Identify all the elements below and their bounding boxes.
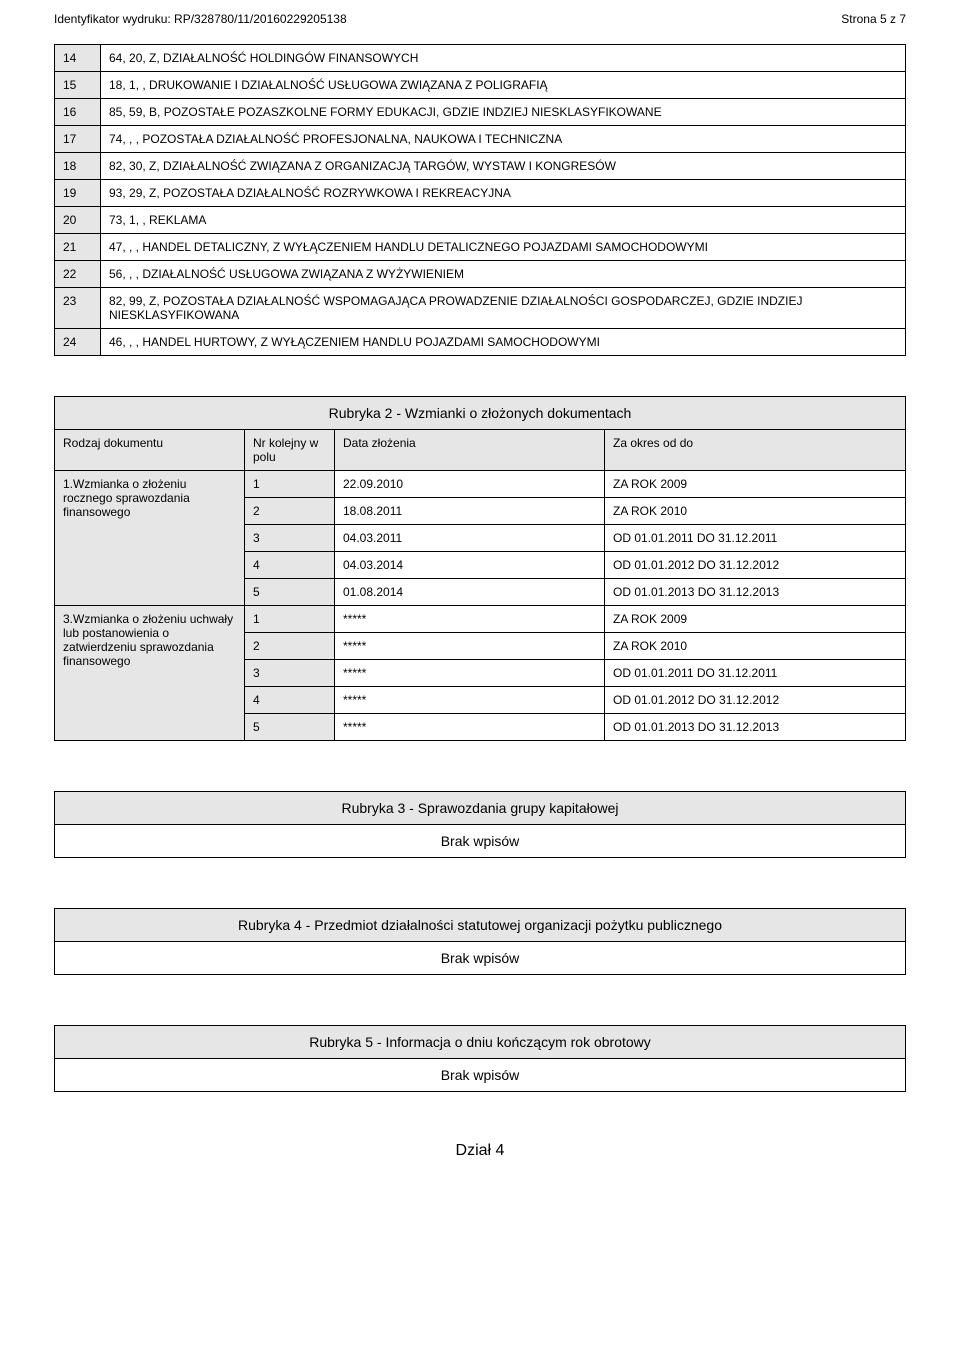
rubryka5-body: Brak wpisów <box>55 1059 905 1091</box>
document-type: 3.Wzmianka o złożeniu uchwały lub postan… <box>55 606 245 741</box>
rubryka3-box: Rubryka 3 - Sprawozdania grupy kapitałow… <box>54 791 906 858</box>
rubryka3-body: Brak wpisów <box>55 825 905 857</box>
table-row: 1685, 59, B, POZOSTAŁE POZASZKOLNE FORMY… <box>55 99 906 126</box>
activity-text: 46, , , HANDEL HURTOWY, Z WYŁĄCZENIEM HA… <box>101 329 906 356</box>
row-num: 5 <box>245 579 335 606</box>
row-date: ***** <box>335 714 605 741</box>
row-date: ***** <box>335 687 605 714</box>
row-period: OD 01.01.2011 DO 31.12.2011 <box>605 525 906 552</box>
row-period: OD 01.01.2012 DO 31.12.2012 <box>605 552 906 579</box>
activity-text: 18, 1, , DRUKOWANIE I DZIAŁALNOŚĆ USŁUGO… <box>101 72 906 99</box>
activity-num: 22 <box>55 261 101 288</box>
table-row: 1882, 30, Z, DZIAŁALNOŚĆ ZWIĄZANA Z ORGA… <box>55 153 906 180</box>
activity-text: 85, 59, B, POZOSTAŁE POZASZKOLNE FORMY E… <box>101 99 906 126</box>
activity-num: 21 <box>55 234 101 261</box>
row-num: 2 <box>245 498 335 525</box>
row-period: OD 01.01.2011 DO 31.12.2011 <box>605 660 906 687</box>
document-type: 1.Wzmianka o złożeniu rocznego sprawozda… <box>55 471 245 606</box>
rubryka2-header-type: Rodzaj dokumentu <box>55 430 245 471</box>
row-date: ***** <box>335 660 605 687</box>
row-num: 5 <box>245 714 335 741</box>
rubryka4-body: Brak wpisów <box>55 942 905 974</box>
table-row: 1.Wzmianka o złożeniu rocznego sprawozda… <box>55 471 906 498</box>
activity-num: 16 <box>55 99 101 126</box>
page-header: Identyfikator wydruku: RP/328780/11/2016… <box>54 12 906 26</box>
activity-text: 93, 29, Z, POZOSTAŁA DZIAŁALNOŚĆ ROZRYWK… <box>101 180 906 207</box>
rubryka5-title: Rubryka 5 - Informacja o dniu kończącym … <box>55 1026 905 1059</box>
row-date: 04.03.2014 <box>335 552 605 579</box>
row-date: ***** <box>335 606 605 633</box>
row-num: 1 <box>245 471 335 498</box>
table-row: 1464, 20, Z, DZIAŁALNOŚĆ HOLDINGÓW FINAN… <box>55 45 906 72</box>
row-num: 3 <box>245 660 335 687</box>
table-row: 2147, , , HANDEL DETALICZNY, Z WYŁĄCZENI… <box>55 234 906 261</box>
rubryka2-header-period: Za okres od do <box>605 430 906 471</box>
page-number: Strona 5 z 7 <box>841 12 906 26</box>
row-period: ZA ROK 2010 <box>605 633 906 660</box>
rubryka4-box: Rubryka 4 - Przedmiot działalności statu… <box>54 908 906 975</box>
rubryka2-header-date: Data złożenia <box>335 430 605 471</box>
row-date: 04.03.2011 <box>335 525 605 552</box>
activity-text: 73, 1, , REKLAMA <box>101 207 906 234</box>
table-row: 2256, , , DZIAŁALNOŚĆ USŁUGOWA ZWIĄZANA … <box>55 261 906 288</box>
activity-num: 18 <box>55 153 101 180</box>
activity-num: 23 <box>55 288 101 329</box>
activity-text: 82, 30, Z, DZIAŁALNOŚĆ ZWIĄZANA Z ORGANI… <box>101 153 906 180</box>
rubryka2-title: Rubryka 2 - Wzmianki o złożonych dokumen… <box>55 397 906 430</box>
table-row: 2382, 99, Z, POZOSTAŁA DZIAŁALNOŚĆ WSPOM… <box>55 288 906 329</box>
table-row: 2446, , , HANDEL HURTOWY, Z WYŁĄCZENIEM … <box>55 329 906 356</box>
dzial4-heading: Dział 4 <box>54 1142 906 1160</box>
table-row: 2073, 1, , REKLAMA <box>55 207 906 234</box>
activity-num: 14 <box>55 45 101 72</box>
table-row: 1774, , , POZOSTAŁA DZIAŁALNOŚĆ PROFESJO… <box>55 126 906 153</box>
activity-num: 17 <box>55 126 101 153</box>
row-num: 4 <box>245 687 335 714</box>
table-row: 1993, 29, Z, POZOSTAŁA DZIAŁALNOŚĆ ROZRY… <box>55 180 906 207</box>
row-date: 18.08.2011 <box>335 498 605 525</box>
activity-text: 64, 20, Z, DZIAŁALNOŚĆ HOLDINGÓW FINANSO… <box>101 45 906 72</box>
row-period: ZA ROK 2009 <box>605 606 906 633</box>
row-date: ***** <box>335 633 605 660</box>
activity-text: 82, 99, Z, POZOSTAŁA DZIAŁALNOŚĆ WSPOMAG… <box>101 288 906 329</box>
row-num: 4 <box>245 552 335 579</box>
rubryka2-header-num: Nr kolejny w polu <box>245 430 335 471</box>
row-period: ZA ROK 2009 <box>605 471 906 498</box>
activity-num: 15 <box>55 72 101 99</box>
row-period: OD 01.01.2013 DO 31.12.2013 <box>605 579 906 606</box>
row-date: 22.09.2010 <box>335 471 605 498</box>
rubryka2-table: Rubryka 2 - Wzmianki o złożonych dokumen… <box>54 396 906 741</box>
row-period: ZA ROK 2010 <box>605 498 906 525</box>
activity-num: 20 <box>55 207 101 234</box>
activity-num: 24 <box>55 329 101 356</box>
rubryka5-box: Rubryka 5 - Informacja o dniu kończącym … <box>54 1025 906 1092</box>
row-date: 01.08.2014 <box>335 579 605 606</box>
activity-num: 19 <box>55 180 101 207</box>
activity-text: 74, , , POZOSTAŁA DZIAŁALNOŚĆ PROFESJONA… <box>101 126 906 153</box>
activities-table: 1464, 20, Z, DZIAŁALNOŚĆ HOLDINGÓW FINAN… <box>54 44 906 356</box>
row-num: 1 <box>245 606 335 633</box>
row-period: OD 01.01.2013 DO 31.12.2013 <box>605 714 906 741</box>
row-period: OD 01.01.2012 DO 31.12.2012 <box>605 687 906 714</box>
row-num: 2 <box>245 633 335 660</box>
rubryka3-title: Rubryka 3 - Sprawozdania grupy kapitałow… <box>55 792 905 825</box>
print-id: Identyfikator wydruku: RP/328780/11/2016… <box>54 12 347 26</box>
table-row: 3.Wzmianka o złożeniu uchwały lub postan… <box>55 606 906 633</box>
activity-text: 56, , , DZIAŁALNOŚĆ USŁUGOWA ZWIĄZANA Z … <box>101 261 906 288</box>
activity-text: 47, , , HANDEL DETALICZNY, Z WYŁĄCZENIEM… <box>101 234 906 261</box>
table-row: 1518, 1, , DRUKOWANIE I DZIAŁALNOŚĆ USŁU… <box>55 72 906 99</box>
row-num: 3 <box>245 525 335 552</box>
rubryka4-title: Rubryka 4 - Przedmiot działalności statu… <box>55 909 905 942</box>
